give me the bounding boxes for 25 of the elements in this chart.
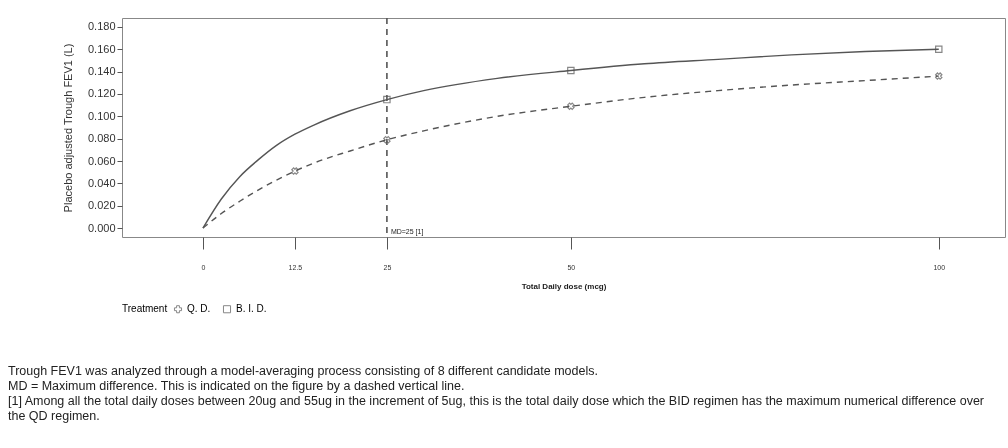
y-tick-label: 0.120	[87, 87, 116, 100]
y-tick-label: 0.140	[87, 65, 116, 78]
y-tick-label: 0.100	[87, 109, 116, 122]
point	[567, 102, 575, 110]
y-tick-label: 0.180	[87, 20, 116, 33]
y-tick-label: 0.000	[87, 221, 116, 234]
y-tick-label: 0.060	[87, 154, 116, 167]
y-tick-label: 0.080	[87, 132, 116, 145]
y-tick-label: 0.160	[87, 42, 116, 55]
y-tick-label: 0.020	[87, 199, 116, 212]
point	[935, 45, 943, 54]
text: [1] Among all the total daily doses between 20ug and 55ug in the increment of 5ug, this is the total daily dose which the BID regimen has the maximum numerical difference over the QD regimen.	[8, 394, 986, 424]
text: MD = Maximum difference. This is indicated on the figure by a dashed vertical line.	[8, 379, 466, 394]
text: Trough FEV1 was analyzed through a model-averaging process consisting of 8 different candidate models.	[8, 364, 599, 379]
y-axis-title: Placebo adjusted Trough FEV1 (L)	[61, 43, 74, 213]
legend-label: Q. D.	[187, 303, 211, 315]
point	[291, 167, 299, 175]
legend-title: Treatment	[122, 303, 168, 314]
point	[383, 95, 391, 104]
point	[935, 72, 943, 80]
point	[383, 136, 391, 144]
point	[567, 66, 575, 75]
x-axis-title: Total Daily dose (mcg)	[521, 281, 607, 291]
y-tick-label: 0.040	[87, 176, 116, 189]
legend-label: B. I. D.	[236, 303, 267, 315]
